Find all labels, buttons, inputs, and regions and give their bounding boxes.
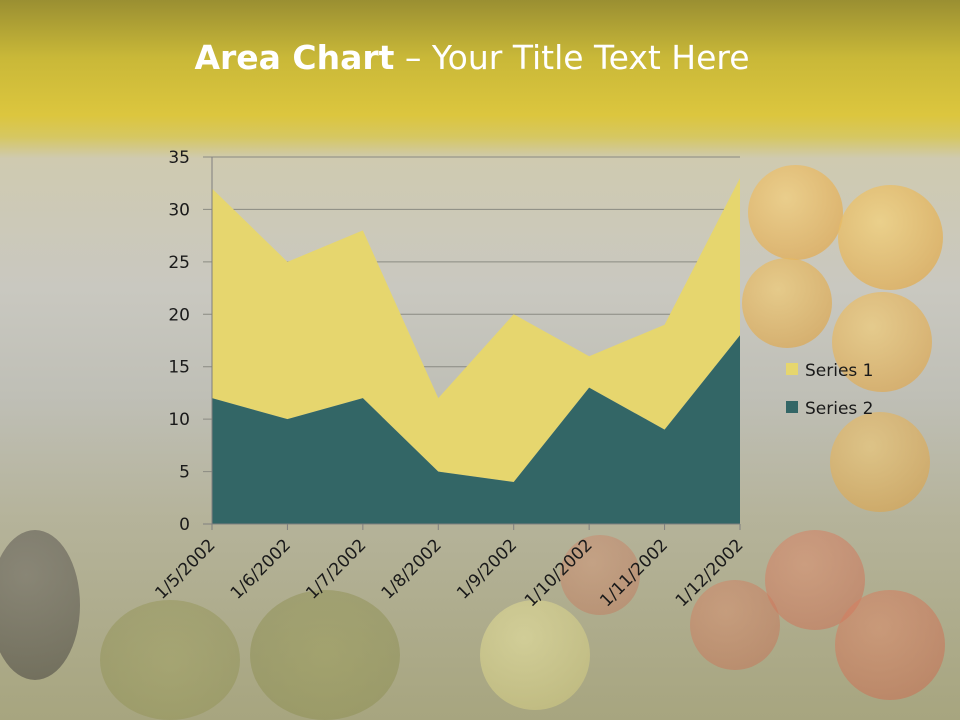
plot-area: [212, 177, 740, 524]
series-2-area: [212, 335, 740, 524]
herb-decoration: [250, 590, 400, 720]
x-tick-label: 1/12/2002: [672, 535, 748, 611]
y-tick-label: 30: [168, 200, 190, 220]
legend-label: Series 2: [805, 399, 874, 419]
y-tick-label: 20: [168, 305, 190, 325]
tomato-decoration: [690, 580, 780, 670]
title-bold: Area Chart: [194, 38, 395, 77]
axes: [203, 157, 741, 530]
tomato-decoration: [742, 258, 832, 348]
tomato-decoration: [748, 165, 843, 260]
y-tick-label: 10: [168, 410, 190, 430]
slide-title: Area Chart – Your Title Text Here: [0, 38, 944, 77]
tomato-decoration: [830, 412, 930, 512]
x-tick-label: 1/8/2002: [378, 535, 446, 603]
tomato-decoration: [560, 535, 640, 615]
x-tick-label: 1/5/2002: [151, 535, 219, 603]
y-tick-label: 5: [179, 463, 190, 483]
tomato-decoration: [832, 292, 932, 392]
legend-swatch: [786, 363, 798, 375]
legend: Series 1 Series 2: [786, 361, 874, 419]
y-tick-label: 25: [168, 253, 190, 273]
x-tick-label: 1/9/2002: [453, 535, 521, 603]
legend-swatch: [786, 401, 798, 413]
x-tick-label: 1/10/2002: [521, 535, 597, 611]
pepper-decoration: [480, 600, 590, 710]
tomato-decoration: [838, 185, 943, 290]
x-axis-ticks: 1/5/2002 1/6/2002 1/7/2002 1/8/2002 1/9/2002…: [151, 535, 747, 611]
y-axis-ticks: 0 5 10 15 20 25 30 35: [168, 148, 190, 535]
x-tick-label: 1/11/2002: [596, 535, 672, 611]
y-tick-label: 0: [179, 515, 190, 535]
tomato-decoration: [835, 590, 945, 700]
eggplant-decoration: [0, 530, 80, 680]
x-tick-label: 1/6/2002: [227, 535, 295, 603]
title-rest: – Your Title Text Here: [394, 38, 750, 77]
x-tick-label: 1/7/2002: [302, 535, 370, 603]
herb-decoration: [100, 600, 240, 720]
y-tick-label: 15: [168, 358, 190, 378]
series-1-area: [212, 177, 740, 483]
y-tick-label: 35: [168, 148, 190, 168]
legend-label: Series 1: [805, 361, 874, 381]
